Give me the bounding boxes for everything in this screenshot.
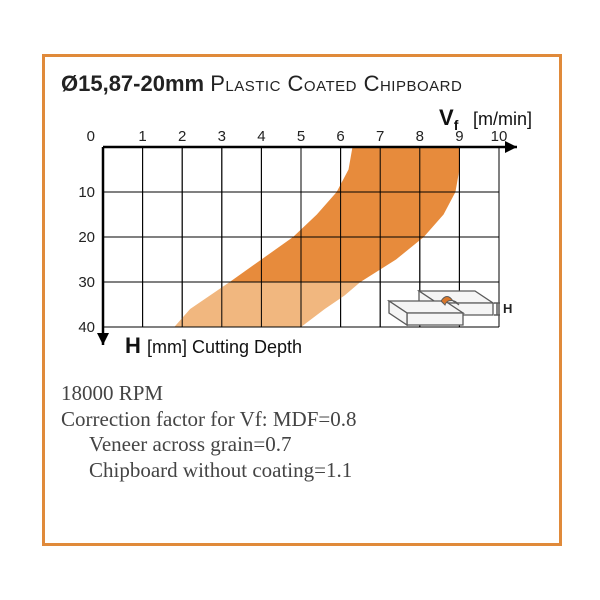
chart-title: Ø15,87-20mm Plastic Coated Chipboard [61,71,545,97]
title-diameter: Ø15,87-20mm [61,71,204,96]
feedrate-depth-chart: 01234567891010203040Vf[m/min]H[mm] Cutti… [59,105,547,375]
svg-text:1: 1 [138,128,146,145]
svg-text:8: 8 [416,128,424,145]
svg-text:10: 10 [78,184,95,201]
svg-text:7: 7 [376,128,384,145]
svg-text:30: 30 [78,274,95,291]
svg-text:Vf: Vf [439,105,459,133]
svg-text:4: 4 [257,128,265,145]
svg-text:0: 0 [87,128,95,145]
footnotes: 18000 RPM Correction factor for Vf: MDF=… [61,381,545,483]
svg-text:H: H [125,333,141,358]
note-rpm: 18000 RPM [61,381,545,407]
svg-text:5: 5 [297,128,305,145]
svg-text:2: 2 [178,128,186,145]
title-material: Plastic Coated Chipboard [210,71,462,96]
note-chip: Chipboard without coating=1.1 [61,458,545,484]
svg-text:3: 3 [218,128,226,145]
svg-text:10: 10 [491,128,508,145]
svg-text:40: 40 [78,319,95,336]
svg-text:[mm] Cutting Depth: [mm] Cutting Depth [147,337,302,357]
note-corr: Correction factor for Vf: MDF=0.8 [61,407,545,433]
svg-text:6: 6 [336,128,344,145]
chart-panel: Ø15,87-20mm Plastic Coated Chipboard 0 1 2… [42,54,562,546]
note-veneer: Veneer across grain=0.7 [61,432,545,458]
svg-text:[m/min]: [m/min] [473,109,532,129]
svg-text:H: H [503,301,512,316]
svg-text:20: 20 [78,229,95,246]
